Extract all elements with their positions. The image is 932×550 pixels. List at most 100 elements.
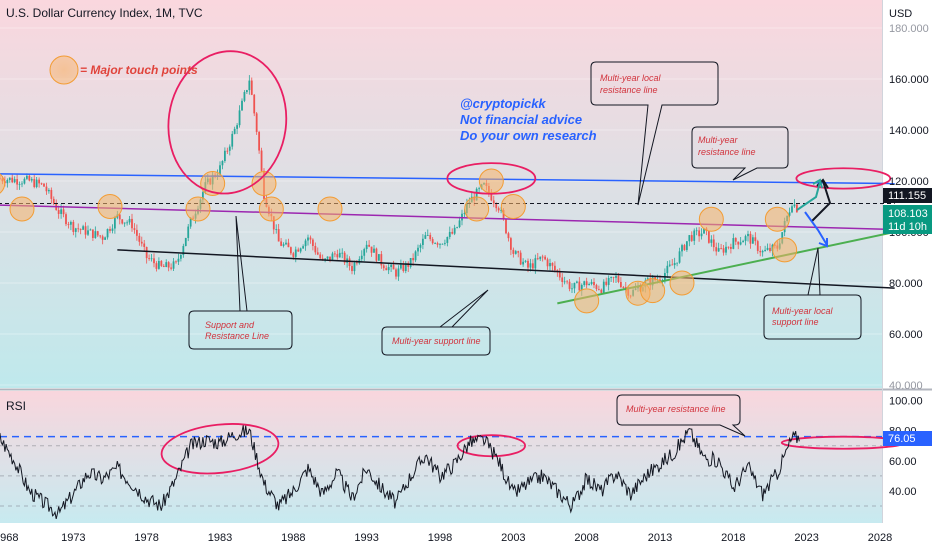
candle-body-324 bbox=[791, 206, 793, 213]
candle-body-54 bbox=[131, 218, 133, 229]
rsi-tick-label-60: 60.00 bbox=[889, 456, 917, 468]
candle-body-139 bbox=[338, 252, 341, 258]
candle-body-13 bbox=[30, 179, 33, 181]
candle-body-90 bbox=[219, 165, 221, 175]
candle-body-215 bbox=[524, 260, 527, 262]
candle-body-256 bbox=[624, 287, 627, 288]
candle-body-138 bbox=[336, 254, 339, 258]
x-tick-label-1998: 1998 bbox=[428, 532, 452, 544]
main-gridlines bbox=[0, 27, 882, 386]
candle-body-205 bbox=[500, 210, 503, 211]
highlight-ellipses bbox=[160, 50, 906, 475]
x-tick-label-1973: 1973 bbox=[61, 532, 85, 544]
candle-body-249 bbox=[607, 278, 610, 285]
price-tag-dashed-level: 111.155 bbox=[883, 188, 932, 203]
candle-body-27 bbox=[65, 214, 67, 225]
disclaimer-line-2: Do your own research bbox=[460, 128, 597, 143]
candle-body-78 bbox=[189, 217, 192, 227]
legend-touch-icon bbox=[49, 55, 79, 85]
touch-point-2 bbox=[97, 194, 123, 219]
candle-body-176 bbox=[429, 235, 432, 240]
candle-body-234 bbox=[571, 288, 573, 290]
candle-body-69 bbox=[167, 262, 170, 268]
x-tick-label-1978: 1978 bbox=[134, 532, 158, 544]
candle-body-184 bbox=[448, 231, 451, 237]
candle-body-250 bbox=[610, 277, 613, 279]
candle-body-290 bbox=[707, 230, 710, 243]
candle-body-277 bbox=[676, 262, 679, 264]
candle-body-101 bbox=[245, 90, 248, 93]
arrow-down-blue bbox=[804, 211, 828, 246]
candle-body-122 bbox=[297, 249, 300, 252]
candle-body-137 bbox=[333, 253, 336, 255]
candle-body-133 bbox=[324, 258, 327, 260]
candle-body-156 bbox=[380, 254, 383, 266]
candle-body-4 bbox=[8, 177, 11, 180]
candle-body-75 bbox=[182, 246, 185, 255]
candle-body-117 bbox=[285, 242, 287, 245]
candle-body-67 bbox=[162, 265, 165, 267]
candle-body-280 bbox=[683, 245, 686, 250]
projection-arrows bbox=[796, 178, 832, 248]
rsi-ellipse-0 bbox=[160, 423, 280, 475]
candle-body-285 bbox=[695, 230, 698, 232]
candle-body-166 bbox=[404, 262, 407, 272]
y-tick-label-120: 120.000 bbox=[889, 176, 929, 188]
candle-body-26 bbox=[62, 209, 65, 215]
main-pane-bg bbox=[0, 0, 882, 388]
callout-support-resistance: Support and Resistance Line bbox=[188, 215, 293, 350]
candle-body-225 bbox=[549, 263, 551, 267]
candle-body-15 bbox=[35, 179, 38, 187]
candle-body-47 bbox=[113, 217, 116, 229]
x-tick-label-1968: 1968 bbox=[0, 532, 18, 544]
candle-body-159 bbox=[387, 267, 390, 271]
touch-point-8 bbox=[464, 196, 490, 222]
candle-body-170 bbox=[414, 251, 417, 261]
candle-body-11 bbox=[25, 175, 28, 179]
candle-body-169 bbox=[412, 258, 415, 261]
candle-body-33 bbox=[79, 229, 82, 230]
candle-body-188 bbox=[458, 220, 461, 228]
candle-body-210 bbox=[512, 249, 515, 254]
candle-body-51 bbox=[123, 222, 126, 224]
candle-body-66 bbox=[160, 260, 163, 266]
candle-body-44 bbox=[106, 229, 109, 238]
callout-support-resistance-box bbox=[188, 215, 293, 350]
arrow-up-teal-head bbox=[812, 178, 823, 189]
rsi-tag-current: 76.05 bbox=[883, 431, 932, 446]
candle-body-164 bbox=[399, 264, 402, 269]
arrow-down-blue-head bbox=[818, 238, 828, 248]
touch-point-15 bbox=[764, 206, 790, 232]
candle-body-152 bbox=[370, 246, 373, 253]
time-x-axis: 1968 1973 1978 1983 1988 1993 1998 2003 2008 2013… bbox=[0, 532, 892, 544]
candle-body-74 bbox=[179, 254, 182, 259]
candle-body-185 bbox=[451, 231, 454, 234]
candle-body-211 bbox=[514, 251, 517, 254]
candle-body-214 bbox=[522, 261, 525, 265]
candle-body-148 bbox=[360, 255, 363, 260]
x-tick-label-2028: 2028 bbox=[868, 532, 892, 544]
candle-body-35 bbox=[84, 226, 87, 235]
candle-body-162 bbox=[395, 269, 397, 277]
price-axis-bg bbox=[882, 0, 932, 550]
candle-body-24 bbox=[57, 210, 60, 214]
candle-body-21 bbox=[50, 189, 53, 199]
candle-body-195 bbox=[475, 188, 478, 201]
candle-body-298 bbox=[727, 246, 730, 248]
callout-multi-year-resistance-text-2: resistance line bbox=[698, 147, 756, 157]
candle-body-174 bbox=[424, 235, 427, 239]
price-tag-dashed-bg bbox=[883, 188, 932, 203]
candle-body-83 bbox=[201, 192, 204, 200]
price-tag-countdown-text: 11d 10h bbox=[888, 221, 927, 233]
candle-body-237 bbox=[578, 281, 581, 291]
candle-body-65 bbox=[157, 260, 160, 269]
candle-body-175 bbox=[426, 235, 429, 236]
rsi-series bbox=[0, 425, 800, 520]
candle-body-22 bbox=[52, 198, 55, 204]
candle-body-302 bbox=[737, 241, 740, 245]
candle-body-326 bbox=[795, 204, 798, 213]
candle-body-180 bbox=[439, 243, 441, 245]
callout-rsi-resistance-box bbox=[616, 394, 746, 437]
candle-body-107 bbox=[260, 150, 263, 171]
candle-body-179 bbox=[436, 243, 439, 245]
